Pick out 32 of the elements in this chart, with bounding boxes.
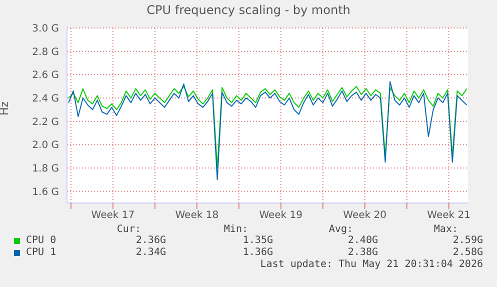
text: 2.59G — [452, 235, 483, 246]
text: Max: — [434, 224, 458, 235]
text: 2.34G — [136, 247, 166, 258]
line-series — [68, 81, 468, 180]
x-tick-label: Week 17 — [91, 210, 135, 222]
text: 2.36G — [136, 235, 166, 246]
y-tick-label: 2.0 G — [32, 140, 59, 152]
x-tick-label: Week 18 — [175, 210, 219, 222]
text: 2.58G — [452, 247, 483, 258]
chart-title: CPU frequency scaling - by month — [146, 3, 352, 17]
legend-label: CPU 0 — [26, 235, 56, 246]
y-tick-label: 2.4 G — [32, 94, 59, 105]
x-tick-label: Week 19 — [259, 210, 303, 222]
text: 1.35G — [242, 235, 273, 246]
legend-label: CPU 1 — [26, 247, 56, 258]
text: Cur: — [116, 224, 141, 235]
x-tick-label: Week 21 — [427, 210, 470, 222]
text: Last update: Thu May 21 20:31:04 2026 — [260, 259, 483, 270]
line-series — [68, 86, 468, 168]
text: 2.40G — [348, 235, 378, 246]
text: 1.36G — [242, 247, 273, 258]
y-tick-label: 2.2 G — [32, 116, 59, 128]
y-tick-label: 2.6 G — [32, 70, 59, 82]
y-tick-label: 3.0 G — [32, 24, 59, 35]
text: Min: — [224, 224, 248, 235]
y-tick-label: 1.6 G — [32, 186, 59, 198]
y-tick-label: 2.8 G — [32, 46, 59, 58]
text: 2.38G — [348, 247, 378, 258]
y-tick-label: 1.8 G — [32, 164, 59, 175]
y-axis-title: Hz — [0, 101, 11, 116]
text: Avg: — [328, 224, 353, 235]
x-tick-label: Week 20 — [343, 210, 386, 222]
